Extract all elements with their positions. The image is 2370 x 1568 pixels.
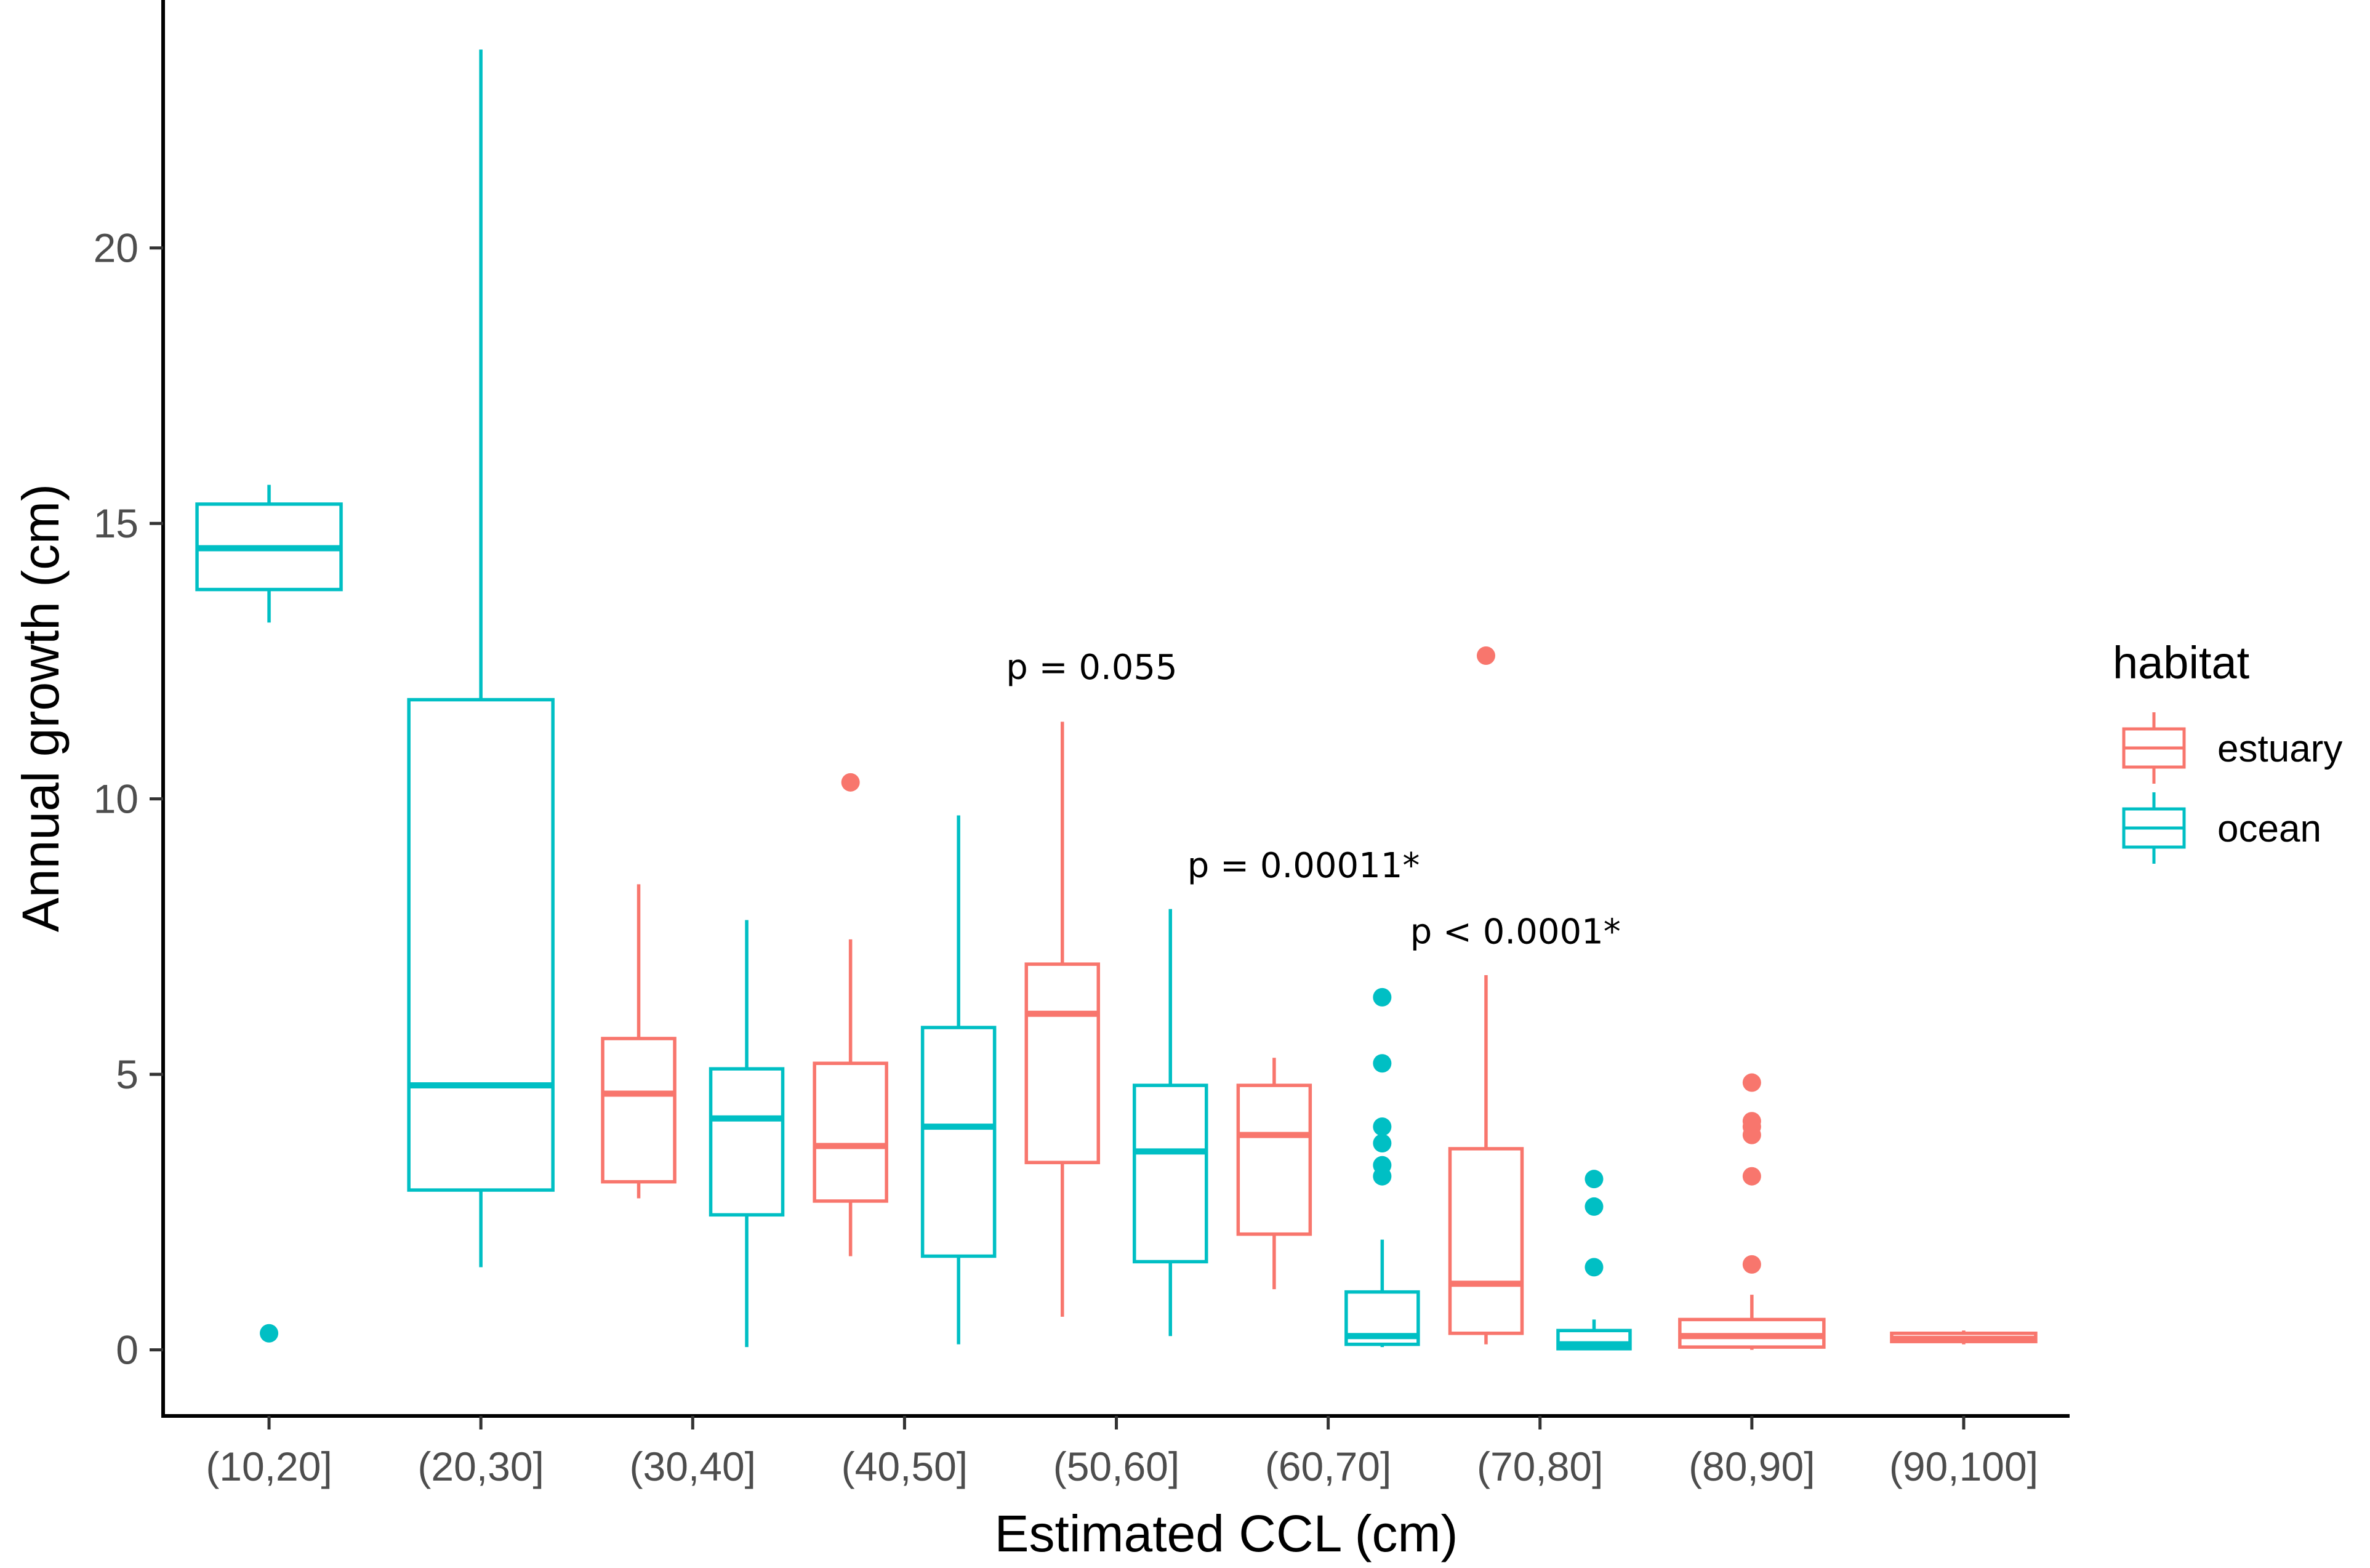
x-tick-label: (40,50] <box>842 1444 968 1489</box>
box-body <box>407 698 555 1192</box>
box-ocean-0 <box>195 484 343 1343</box>
box-estuary-6 <box>1448 646 1524 1345</box>
box-body <box>1448 1147 1524 1335</box>
legend-label-estuary: estuary <box>2217 728 2342 770</box>
x-tick-label: (50,60] <box>1053 1444 1179 1489</box>
box-estuary-2 <box>601 884 677 1199</box>
legend: habitat estuary ocean <box>2113 637 2342 864</box>
outlier-point <box>1742 1112 1761 1131</box>
p-value-annotation: p < 0.0001* <box>1410 912 1621 952</box>
box-ocean-1 <box>407 49 555 1268</box>
legend-key-ocean <box>2122 792 2186 864</box>
x-tick-label: (60,70] <box>1265 1444 1391 1489</box>
box-ocean-3 <box>920 815 997 1345</box>
x-tick-label: (20,30] <box>417 1444 544 1489</box>
outlier-point <box>1373 1134 1392 1153</box>
box-body <box>813 1061 888 1203</box>
box-body <box>1132 1084 1208 1264</box>
box-ocean-4 <box>1132 909 1208 1337</box>
box-ocean-6 <box>1556 1170 1632 1351</box>
outlier-point <box>1476 646 1495 665</box>
legend-key-estuary <box>2122 712 2186 784</box>
y-tick-label: 10 <box>94 776 139 822</box>
box-estuary-5 <box>1236 1058 1312 1290</box>
y-tick-label: 15 <box>94 501 139 546</box>
outlier-point <box>1373 1054 1392 1073</box>
outlier-point <box>841 773 860 792</box>
x-ticks: (10,20] (20,30] (30,40] (40,50] (50,60] (60,7… <box>206 1416 2038 1489</box>
outlier-point <box>1585 1258 1604 1277</box>
y-axis-title: Annual growth (cm) <box>12 484 70 932</box>
outlier-point <box>1585 1170 1604 1189</box>
outlier-point <box>1742 1255 1761 1274</box>
box-estuary-3 <box>813 773 888 1256</box>
y-ticks: 0 5 10 15 20 <box>94 225 163 1373</box>
outlier-point <box>1585 1197 1604 1216</box>
legend-label-ocean: ocean <box>2217 808 2321 850</box>
legend-title: habitat <box>2113 637 2250 688</box>
outlier-point <box>260 1324 279 1343</box>
x-axis-title: Estimated CCL (cm) <box>994 1505 1458 1562</box>
box-body <box>709 1067 785 1217</box>
x-tick-label: (80,90] <box>1689 1444 1815 1489</box>
outlier-point <box>1373 1156 1392 1175</box>
box-estuary-7 <box>1678 1073 1826 1350</box>
box-estuary-4 <box>1024 722 1101 1317</box>
x-tick-label: (30,40] <box>630 1444 756 1489</box>
annotations: p = 0.055 p = 0.00011* p < 0.0001* <box>1006 648 1620 952</box>
x-tick-label: (70,80] <box>1477 1444 1603 1489</box>
y-tick-label: 0 <box>116 1327 139 1373</box>
plot-area <box>195 49 2038 1351</box>
p-value-annotation: p = 0.055 <box>1006 648 1177 688</box>
outlier-point <box>1373 1117 1392 1136</box>
box-body <box>1024 962 1101 1165</box>
y-tick-label: 20 <box>94 225 139 271</box>
x-tick-label: (90,100] <box>1889 1444 2038 1489</box>
x-tick-label: (10,20] <box>206 1444 332 1489</box>
outlier-point <box>1373 987 1392 1007</box>
y-tick-label: 5 <box>116 1051 139 1097</box>
p-value-annotation: p = 0.00011* <box>1187 846 1420 886</box>
box-body <box>920 1026 997 1258</box>
box-ocean-2 <box>709 920 785 1348</box>
box-estuary-8 <box>1890 1330 2038 1345</box>
outlier-point <box>1742 1167 1761 1186</box>
box-body <box>1236 1084 1312 1236</box>
outlier-point <box>1742 1073 1761 1092</box>
box-ocean-5 <box>1344 987 1420 1348</box>
box-body <box>601 1037 677 1184</box>
